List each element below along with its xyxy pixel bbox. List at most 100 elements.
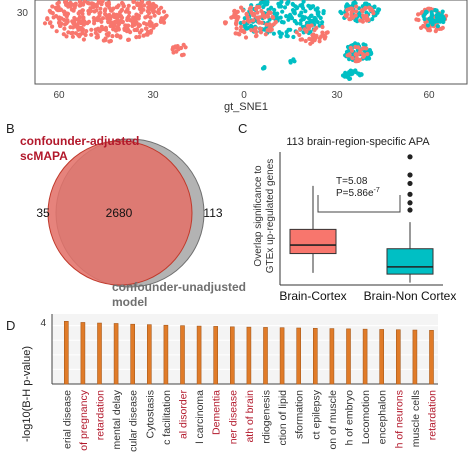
tsne-point [151, 1, 156, 7]
bar-category-label: ath of brain [244, 390, 256, 443]
tsne-point [174, 49, 179, 54]
tsne-point [306, 24, 311, 29]
tsne-point [278, 34, 283, 39]
tsne-point [76, 11, 81, 16]
tsne-point [344, 4, 349, 9]
tsne-point [142, 21, 147, 26]
tsne-point [416, 12, 421, 17]
tsne-point [309, 13, 314, 18]
tsne-point [361, 13, 366, 18]
tsne-point [347, 70, 352, 75]
tsne-xtick-1: 60 [53, 90, 65, 101]
bar [296, 327, 302, 385]
tsne-point [428, 20, 433, 25]
tsne-xlabel: gt_SNE1 [224, 101, 268, 113]
tsne-point [423, 11, 428, 16]
tsne-point [254, 29, 259, 35]
tsne-point [89, 27, 94, 32]
tsne-point [259, 20, 264, 25]
tsne-point [50, 24, 55, 29]
tsne-point [271, 31, 276, 36]
tsne-point [77, 3, 82, 8]
tsne-point [81, 37, 86, 42]
tsne-point [106, 20, 111, 25]
tsne-point [254, 33, 259, 38]
tsne-point [123, 9, 128, 14]
tsne-point [108, 23, 113, 29]
tsne-point [303, 38, 308, 44]
tsne-point [265, 28, 270, 33]
tsne-point [368, 6, 374, 11]
panel-b-letter: B [6, 121, 15, 136]
tsne-point [106, 33, 111, 38]
tsne-point [135, 1, 140, 6]
tsne-point [66, 2, 72, 7]
tsne-point [251, 18, 256, 23]
tsne-point [131, 16, 137, 21]
tsne-point [116, 3, 121, 8]
bar [64, 320, 69, 385]
bar-category-label: retardation [95, 390, 107, 440]
tsne-point [297, 13, 302, 18]
tsne-point [264, 22, 269, 27]
bar [230, 326, 235, 385]
boxplot-outlier [407, 172, 413, 178]
tsne-point [282, 5, 288, 10]
panel-b-venn: B confounder-adjusted scMAPA 35 2680 113… [6, 121, 246, 309]
tsne-point [149, 28, 154, 33]
tsne-point [360, 19, 365, 24]
tsne-point [260, 66, 266, 71]
tsne-point [126, 28, 131, 33]
venn-label-unadjusted-line2: model [112, 295, 147, 309]
bar [196, 325, 202, 385]
bar [246, 326, 252, 385]
tsne-point [352, 0, 357, 5]
venn-label-unadjusted-line1: confounder-unadjusted [112, 280, 246, 294]
tsne-point [279, 19, 284, 25]
tsne-point [300, 14, 305, 20]
bar [147, 324, 152, 385]
tsne-point [69, 31, 74, 36]
tsne-point [285, 1, 290, 6]
venn-count-overlap: 2680 [106, 206, 133, 220]
tsne-point [267, 22, 272, 27]
tsne-point [348, 6, 354, 11]
bar-category-label: h of embryo [344, 390, 356, 446]
panel-d-letter: D [6, 318, 15, 333]
venn-label-adjusted-line2: scMAPA [20, 149, 68, 163]
stat-t-value: T=5.08 [336, 176, 368, 187]
tsne-point [367, 48, 372, 53]
tsne-point [367, 56, 372, 61]
tsne-point [297, 32, 302, 38]
tsne-point [116, 27, 121, 32]
tsne-point [357, 11, 362, 16]
barchart-ylabel: -log10(B-H p-value) [21, 346, 33, 442]
tsne-point [131, 0, 136, 4]
tsne-point [50, 4, 55, 9]
tsne-point [354, 9, 359, 14]
tsne-point [126, 3, 131, 8]
tsne-point [150, 8, 155, 13]
tsne-point [120, 20, 125, 25]
tsne-point [344, 49, 350, 54]
tsne-point [98, 6, 103, 11]
tsne-point [161, 9, 167, 14]
tsne-point [290, 1, 295, 7]
tsne-point [244, 12, 249, 17]
bar [163, 324, 169, 385]
boxplot-outlier [407, 180, 413, 187]
barchart-bars [64, 320, 434, 385]
tsne-point [257, 26, 262, 31]
venn-count-left: 35 [36, 206, 50, 220]
tsne-point [69, 7, 74, 12]
tsne-point [441, 19, 446, 25]
bar-category-label: ction of lipid [277, 390, 289, 446]
bar [429, 330, 434, 385]
tsne-point [364, 13, 369, 18]
tsne-point [292, 19, 297, 24]
tsne-point [348, 16, 353, 22]
tsne-point [101, 38, 106, 43]
tsne-point [298, 21, 303, 26]
tsne-point [292, 11, 297, 16]
